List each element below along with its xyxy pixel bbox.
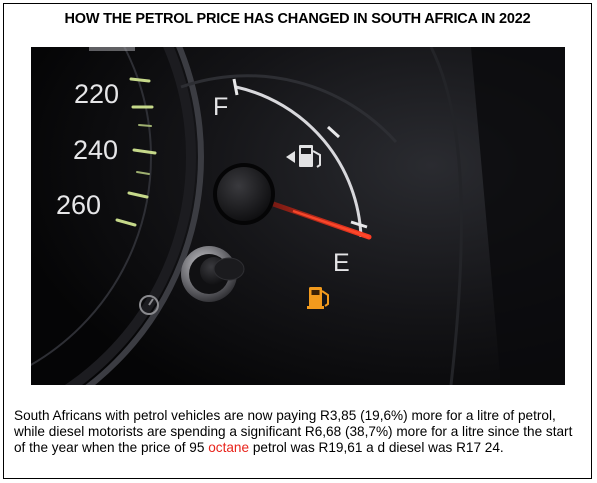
fuel-full-label: F <box>213 93 228 121</box>
caption-highlight-link[interactable]: octane <box>208 440 250 455</box>
gauge-pivot <box>217 167 271 221</box>
speed-label-220: 220 <box>74 79 119 109</box>
dial-icon <box>139 295 159 315</box>
caption-text-start: South Africans with petrol vehicles are … <box>14 408 573 455</box>
dashboard-photo: 220 240 260 F E <box>31 47 565 385</box>
low-fuel-warning-icon <box>307 287 329 309</box>
caption-text-end: petrol was R19,61 a d diesel was R17 24. <box>249 440 504 455</box>
fuel-pump-icon <box>286 145 321 168</box>
article-caption: South Africans with petrol vehicles are … <box>14 408 584 456</box>
speedometer: 220 240 260 <box>31 47 204 385</box>
article-frame: HOW THE PETROL PRICE HAS CHANGED IN SOUT… <box>3 3 592 479</box>
speed-label-240: 240 <box>73 135 118 165</box>
trip-reset-knob <box>181 246 245 302</box>
page-title: HOW THE PETROL PRICE HAS CHANGED IN SOUT… <box>64 11 531 27</box>
fuel-gauge: F E <box>180 74 398 309</box>
speed-label-260: 260 <box>56 190 101 220</box>
fuel-empty-label: E <box>333 249 350 277</box>
